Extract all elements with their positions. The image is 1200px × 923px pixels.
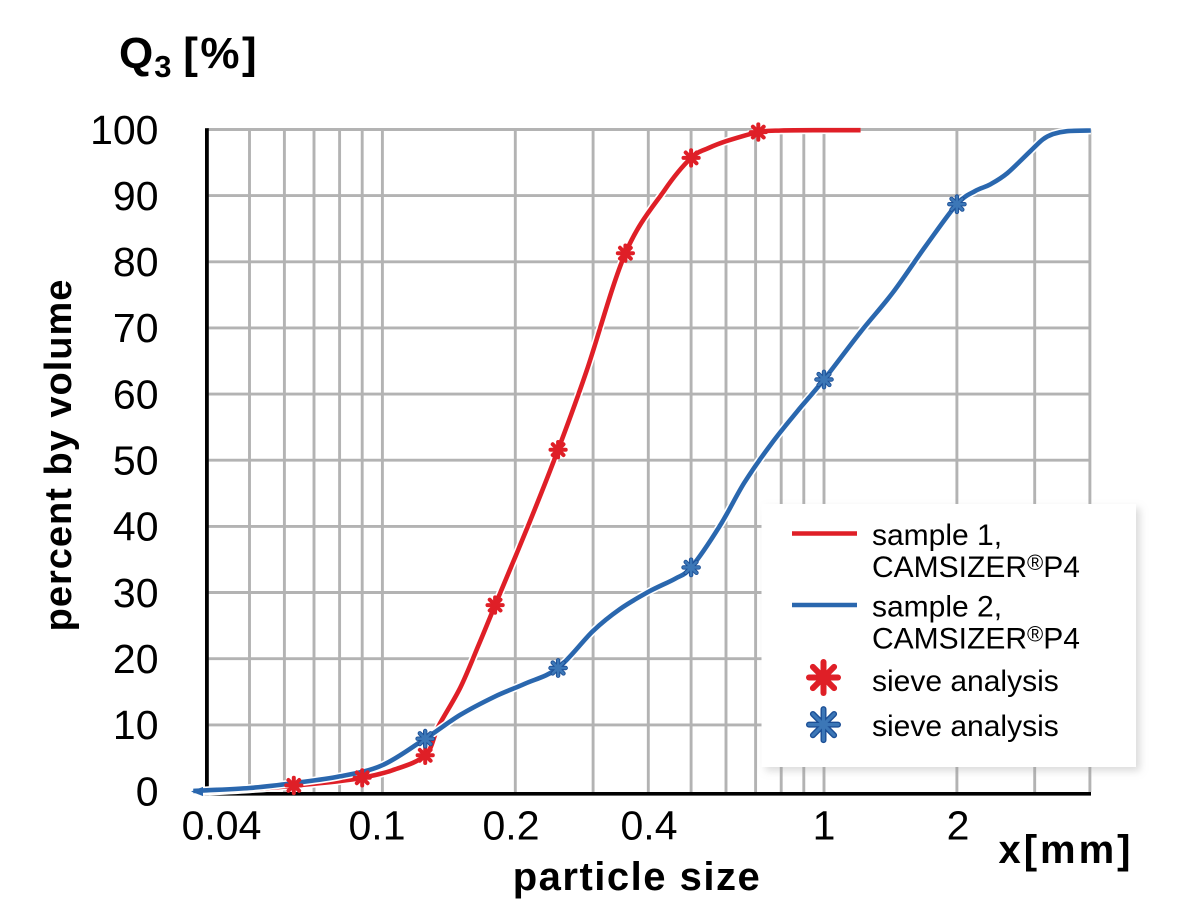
svg-text:0.4: 0.4	[621, 803, 678, 849]
svg-text:sieve analysis: sieve analysis	[872, 665, 1059, 698]
svg-text:1: 1	[813, 803, 836, 849]
svg-text:0.1: 0.1	[349, 803, 406, 849]
svg-text:particle size: particle size	[513, 855, 762, 899]
svg-text:sample 1,: sample 1,	[872, 519, 1002, 552]
svg-text:90: 90	[113, 173, 159, 219]
svg-text:Q3 [%]: Q3 [%]	[119, 29, 259, 84]
svg-text:80: 80	[113, 239, 159, 285]
svg-text:sample 2,: sample 2,	[872, 591, 1002, 624]
svg-text:30: 30	[113, 570, 159, 616]
svg-text:100: 100	[90, 107, 158, 153]
svg-text:20: 20	[113, 636, 159, 682]
svg-text:50: 50	[113, 438, 159, 484]
svg-text:40: 40	[113, 504, 159, 550]
svg-text:0.2: 0.2	[483, 803, 540, 849]
svg-text:60: 60	[113, 371, 159, 417]
svg-text:0: 0	[136, 768, 159, 814]
svg-text:percent by volume: percent by volume	[38, 279, 80, 632]
svg-text:0.04: 0.04	[182, 803, 262, 849]
svg-text:70: 70	[113, 305, 159, 351]
svg-text:CAMSIZER®P4: CAMSIZER®P4	[872, 622, 1080, 656]
svg-text:2: 2	[947, 803, 970, 849]
svg-text:10: 10	[113, 702, 159, 748]
svg-text:CAMSIZER®P4: CAMSIZER®P4	[872, 550, 1080, 584]
svg-text:x[mm]: x[mm]	[998, 828, 1133, 872]
svg-text:sieve analysis: sieve analysis	[872, 710, 1059, 743]
